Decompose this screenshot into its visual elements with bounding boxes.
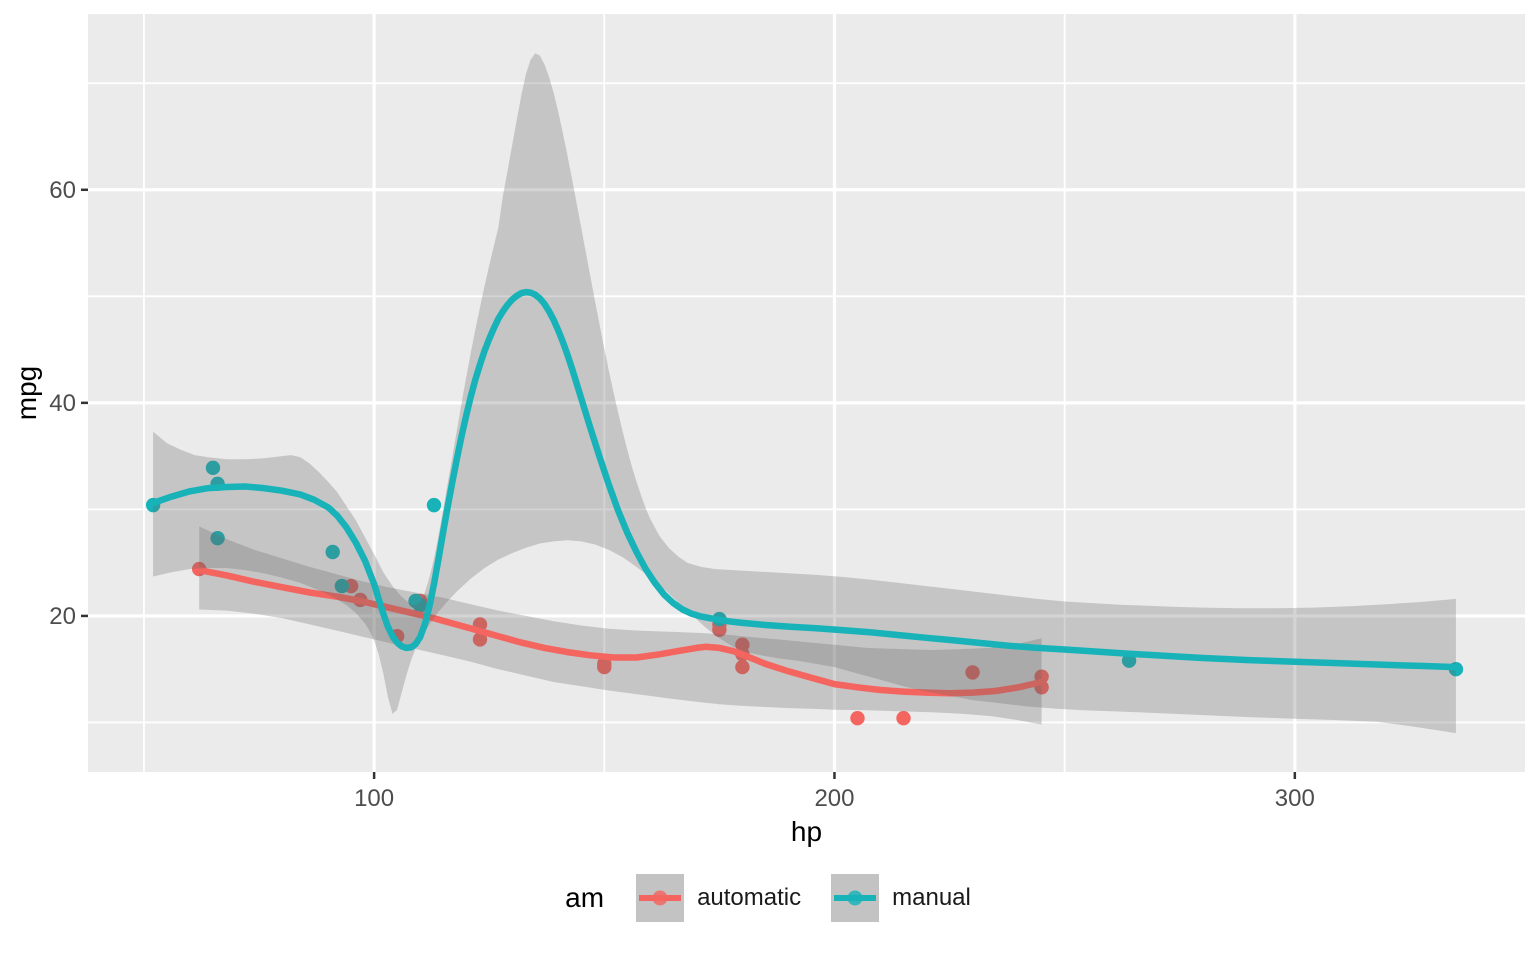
data-point-manual bbox=[426, 497, 442, 513]
legend: am automatic manual bbox=[0, 874, 1536, 922]
data-point-automatic bbox=[472, 632, 488, 647]
y-tick-label: 60 bbox=[49, 177, 76, 204]
legend-entry-manual: manual bbox=[831, 874, 971, 922]
smooth-line-manual bbox=[149, 288, 1460, 671]
confidence-ribbon-automatic bbox=[199, 526, 1042, 725]
smooth-line-automatic bbox=[195, 566, 1045, 697]
confidence-ribbon-manual bbox=[153, 53, 1456, 734]
legend-label-manual: manual bbox=[892, 884, 971, 911]
data-point-manual bbox=[205, 460, 221, 476]
legend-entry-automatic: automatic bbox=[636, 874, 801, 922]
x-axis-title: hp bbox=[790, 816, 823, 847]
x-tick-label: 300 bbox=[1275, 785, 1315, 812]
panel-background bbox=[88, 14, 1525, 772]
data-point-automatic bbox=[850, 710, 865, 726]
legend-label-automatic: automatic bbox=[697, 884, 802, 911]
legend-key-manual-icon bbox=[831, 874, 880, 922]
data-point-manual bbox=[210, 530, 225, 546]
legend-key-automatic-icon bbox=[636, 874, 685, 922]
data-point-automatic bbox=[735, 659, 750, 675]
x-tick-label: 100 bbox=[354, 785, 394, 812]
data-point-manual bbox=[408, 593, 423, 609]
data-point-manual bbox=[334, 578, 350, 594]
y-tick-label: 40 bbox=[49, 390, 76, 417]
x-tick-label: 200 bbox=[814, 785, 854, 812]
data-point-automatic bbox=[965, 665, 980, 680]
y-axis-title: mpg bbox=[11, 365, 42, 421]
data-point-automatic bbox=[735, 637, 750, 652]
y-tick-label: 20 bbox=[49, 603, 76, 630]
data-point-automatic bbox=[597, 659, 612, 675]
legend-title: am bbox=[565, 882, 605, 913]
data-point-manual bbox=[325, 544, 340, 560]
data-point-automatic bbox=[896, 710, 911, 726]
